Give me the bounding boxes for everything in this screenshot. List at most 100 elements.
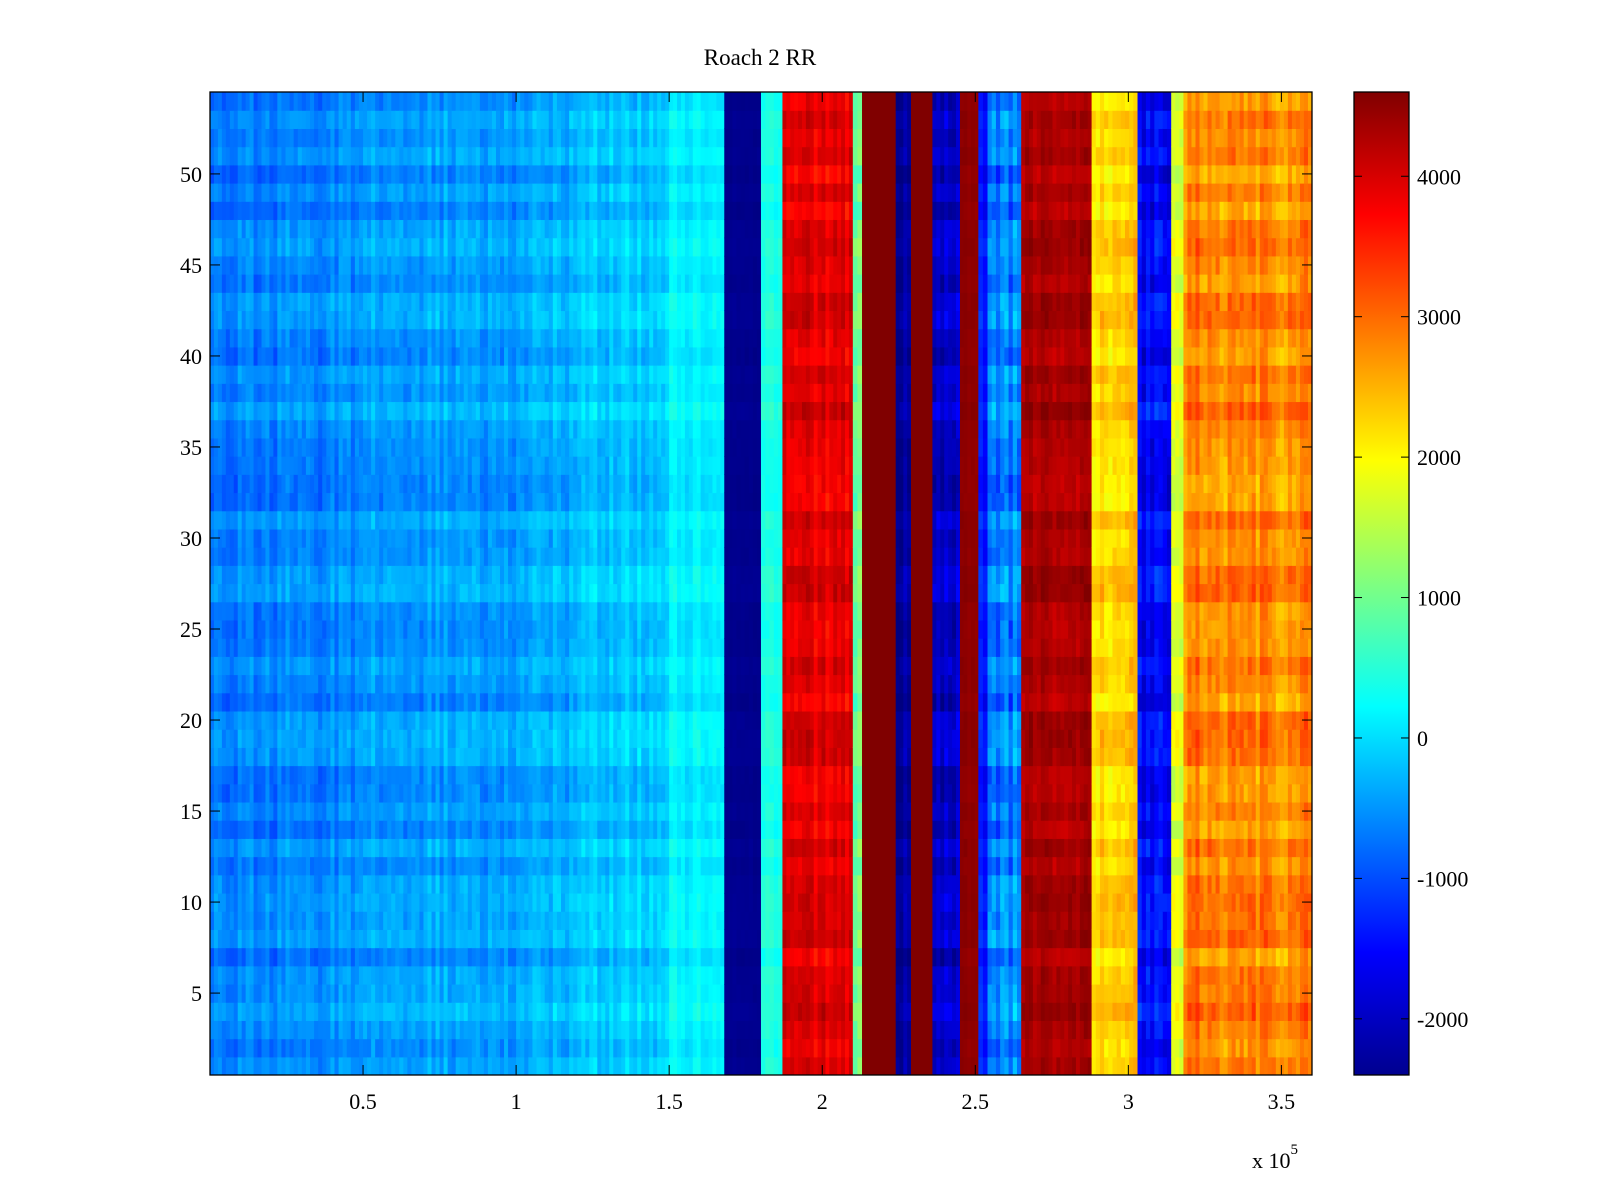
heatmap-cell bbox=[540, 1056, 546, 1075]
heatmap-cell bbox=[407, 183, 412, 202]
heatmap-cell bbox=[213, 1020, 219, 1040]
heatmap-cell bbox=[573, 510, 578, 530]
heatmap-cell bbox=[491, 437, 497, 457]
heatmap-cell bbox=[383, 674, 388, 694]
heatmap-cell bbox=[314, 183, 319, 202]
heatmap-cell bbox=[415, 164, 421, 184]
heatmap-cell bbox=[431, 474, 437, 494]
heatmap-cell bbox=[581, 892, 586, 912]
heatmap-cell bbox=[346, 492, 352, 512]
heatmap-cell bbox=[552, 801, 558, 821]
heatmap-cell bbox=[516, 128, 521, 148]
heatmap-cell bbox=[459, 419, 465, 439]
heatmap-cell bbox=[237, 983, 243, 1003]
heatmap-cell bbox=[508, 365, 513, 384]
heatmap-cell bbox=[479, 783, 485, 803]
heatmap-cell bbox=[310, 146, 315, 166]
heatmap-cell bbox=[391, 274, 396, 293]
heatmap-cell bbox=[427, 583, 433, 603]
heatmap-cell bbox=[415, 820, 421, 839]
heatmap-cell bbox=[479, 183, 485, 202]
heatmap-cell bbox=[407, 274, 412, 293]
heatmap-cell bbox=[569, 1038, 574, 1058]
heatmap-cell bbox=[455, 346, 461, 366]
heatmap-cell bbox=[277, 929, 283, 949]
heatmap-cell bbox=[367, 1038, 372, 1058]
heatmap-cell bbox=[330, 856, 336, 876]
heatmap-cell bbox=[237, 219, 243, 239]
heatmap-cell bbox=[330, 1020, 336, 1040]
heatmap-cell bbox=[451, 874, 457, 894]
heatmap-cell bbox=[237, 437, 243, 457]
heatmap-cell bbox=[528, 401, 534, 421]
heatmap-cell bbox=[375, 856, 380, 876]
heatmap-cell bbox=[330, 911, 336, 930]
heatmap-cell bbox=[265, 965, 271, 985]
heatmap-cell bbox=[241, 801, 247, 821]
heatmap-cell bbox=[548, 346, 554, 366]
heatmap-cell bbox=[281, 401, 287, 421]
heatmap-cell bbox=[391, 801, 396, 821]
heatmap-cell bbox=[249, 601, 255, 621]
heatmap-cell bbox=[225, 183, 231, 202]
heatmap-cell bbox=[487, 747, 493, 767]
heatmap-cell bbox=[346, 947, 352, 967]
heatmap-cell bbox=[544, 692, 550, 712]
heatmap-cell bbox=[487, 328, 493, 348]
heatmap-cell bbox=[221, 983, 227, 1003]
heatmap-cell bbox=[289, 1002, 295, 1021]
heatmap-cell bbox=[565, 1038, 570, 1058]
heatmap-cell bbox=[354, 874, 360, 894]
heatmap-cell bbox=[334, 947, 340, 967]
heatmap-cell bbox=[577, 747, 582, 767]
heatmap-cell bbox=[217, 729, 223, 748]
heatmap-cell bbox=[387, 583, 392, 603]
heatmap-cell bbox=[281, 874, 287, 894]
heatmap-cell bbox=[269, 747, 274, 767]
heatmap-cell bbox=[569, 656, 574, 676]
heatmap-cell bbox=[257, 565, 263, 585]
heatmap-cell bbox=[565, 146, 570, 166]
heatmap-cell bbox=[229, 92, 235, 111]
heatmap-cell bbox=[520, 401, 525, 421]
heatmap-cell bbox=[524, 492, 529, 512]
heatmap-cell bbox=[338, 274, 344, 293]
heatmap-cell bbox=[241, 128, 247, 148]
heatmap-cell bbox=[253, 128, 259, 148]
heatmap-cell bbox=[241, 601, 247, 621]
heatmap-cell bbox=[475, 1002, 481, 1021]
heatmap-cell bbox=[375, 565, 380, 585]
heatmap-cell bbox=[467, 638, 473, 657]
heatmap-cell bbox=[439, 255, 445, 275]
heatmap-cell bbox=[245, 274, 251, 293]
heatmap-cell bbox=[338, 619, 344, 639]
heatmap-cell bbox=[310, 965, 315, 985]
heatmap-cell bbox=[330, 365, 336, 384]
heatmap-cell bbox=[229, 292, 235, 312]
heatmap-cell bbox=[467, 911, 473, 930]
heatmap-cell bbox=[459, 528, 465, 548]
heatmap-cell bbox=[322, 911, 327, 930]
heatmap-cell bbox=[229, 929, 235, 949]
heatmap-cell bbox=[375, 419, 380, 439]
heatmap-cell bbox=[210, 856, 215, 876]
heatmap-cell bbox=[419, 747, 425, 767]
heatmap-cell bbox=[455, 328, 461, 348]
heatmap-cell bbox=[577, 856, 582, 876]
heatmap-cell bbox=[427, 856, 433, 876]
heatmap-cell bbox=[241, 638, 247, 657]
heatmap-cell bbox=[528, 528, 534, 548]
heatmap-cell bbox=[532, 801, 538, 821]
heatmap-cell bbox=[561, 310, 566, 330]
heatmap-cell bbox=[289, 164, 295, 184]
heatmap-cell bbox=[431, 874, 437, 894]
heatmap-cell bbox=[439, 201, 445, 221]
heatmap-cell bbox=[297, 911, 303, 930]
heatmap-cell bbox=[399, 92, 404, 111]
heatmap-cell bbox=[261, 874, 267, 894]
heatmap-cell bbox=[556, 292, 562, 312]
heatmap-cell bbox=[512, 92, 517, 111]
heatmap-cell bbox=[334, 729, 340, 748]
heatmap-cell bbox=[528, 692, 534, 712]
heatmap-cell bbox=[577, 911, 582, 930]
